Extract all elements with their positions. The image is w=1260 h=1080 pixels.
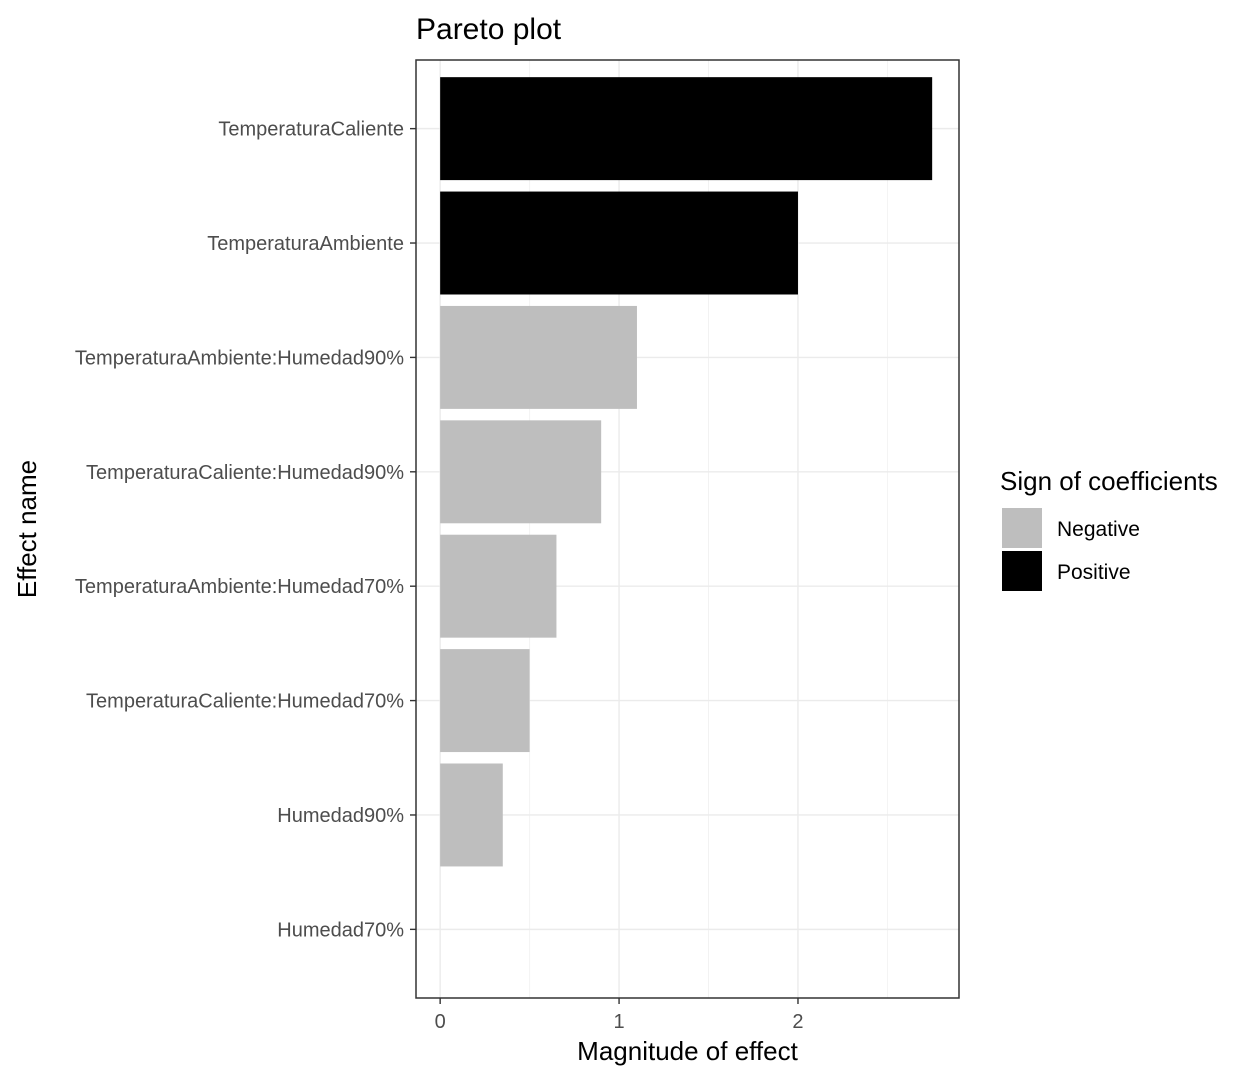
bar: [440, 305, 637, 409]
plot-panel-border: [415, 59, 960, 999]
bar: [440, 420, 602, 524]
y-tick-label: TemperaturaCaliente: [218, 119, 404, 141]
y-tick-label: Humedad90%: [277, 805, 404, 827]
y-tick-label: TemperaturaCaliente:Humedad90%: [86, 462, 404, 484]
bar: [440, 763, 503, 867]
bar: [440, 649, 530, 753]
legend-title: Sign of coefficients: [1000, 466, 1218, 496]
y-axis: TemperaturaCaliente TemperaturaAmbiente Te…: [75, 119, 416, 941]
y-tick-label: TemperaturaAmbiente: [207, 233, 404, 255]
x-axis-title: Magnitude of effect: [577, 1036, 798, 1066]
x-tick-label: 1: [614, 1011, 625, 1033]
y-tick-label: TemperaturaAmbiente:Humedad90%: [75, 347, 404, 369]
y-axis-title: Effect name: [12, 460, 42, 598]
y-tick-label: TemperaturaCaliente:Humedad70%: [86, 691, 404, 713]
bar: [440, 191, 798, 295]
chart-title: Pareto plot: [416, 13, 562, 46]
x-tick-label: 0: [435, 1011, 446, 1033]
legend-key: [1002, 551, 1042, 591]
bar: [440, 77, 933, 181]
y-tick-label: Humedad70%: [277, 919, 404, 941]
legend: Sign of coefficients Negative Positive: [1000, 466, 1218, 591]
legend-label: Negative: [1057, 518, 1140, 541]
legend-key: [1002, 508, 1042, 548]
bars: [440, 77, 933, 867]
x-axis: 0 1 2: [435, 998, 804, 1033]
bar: [440, 534, 557, 638]
y-tick-label: TemperaturaAmbiente:Humedad70%: [75, 576, 404, 598]
legend-label: Positive: [1057, 561, 1131, 584]
x-tick-label: 2: [792, 1011, 803, 1033]
